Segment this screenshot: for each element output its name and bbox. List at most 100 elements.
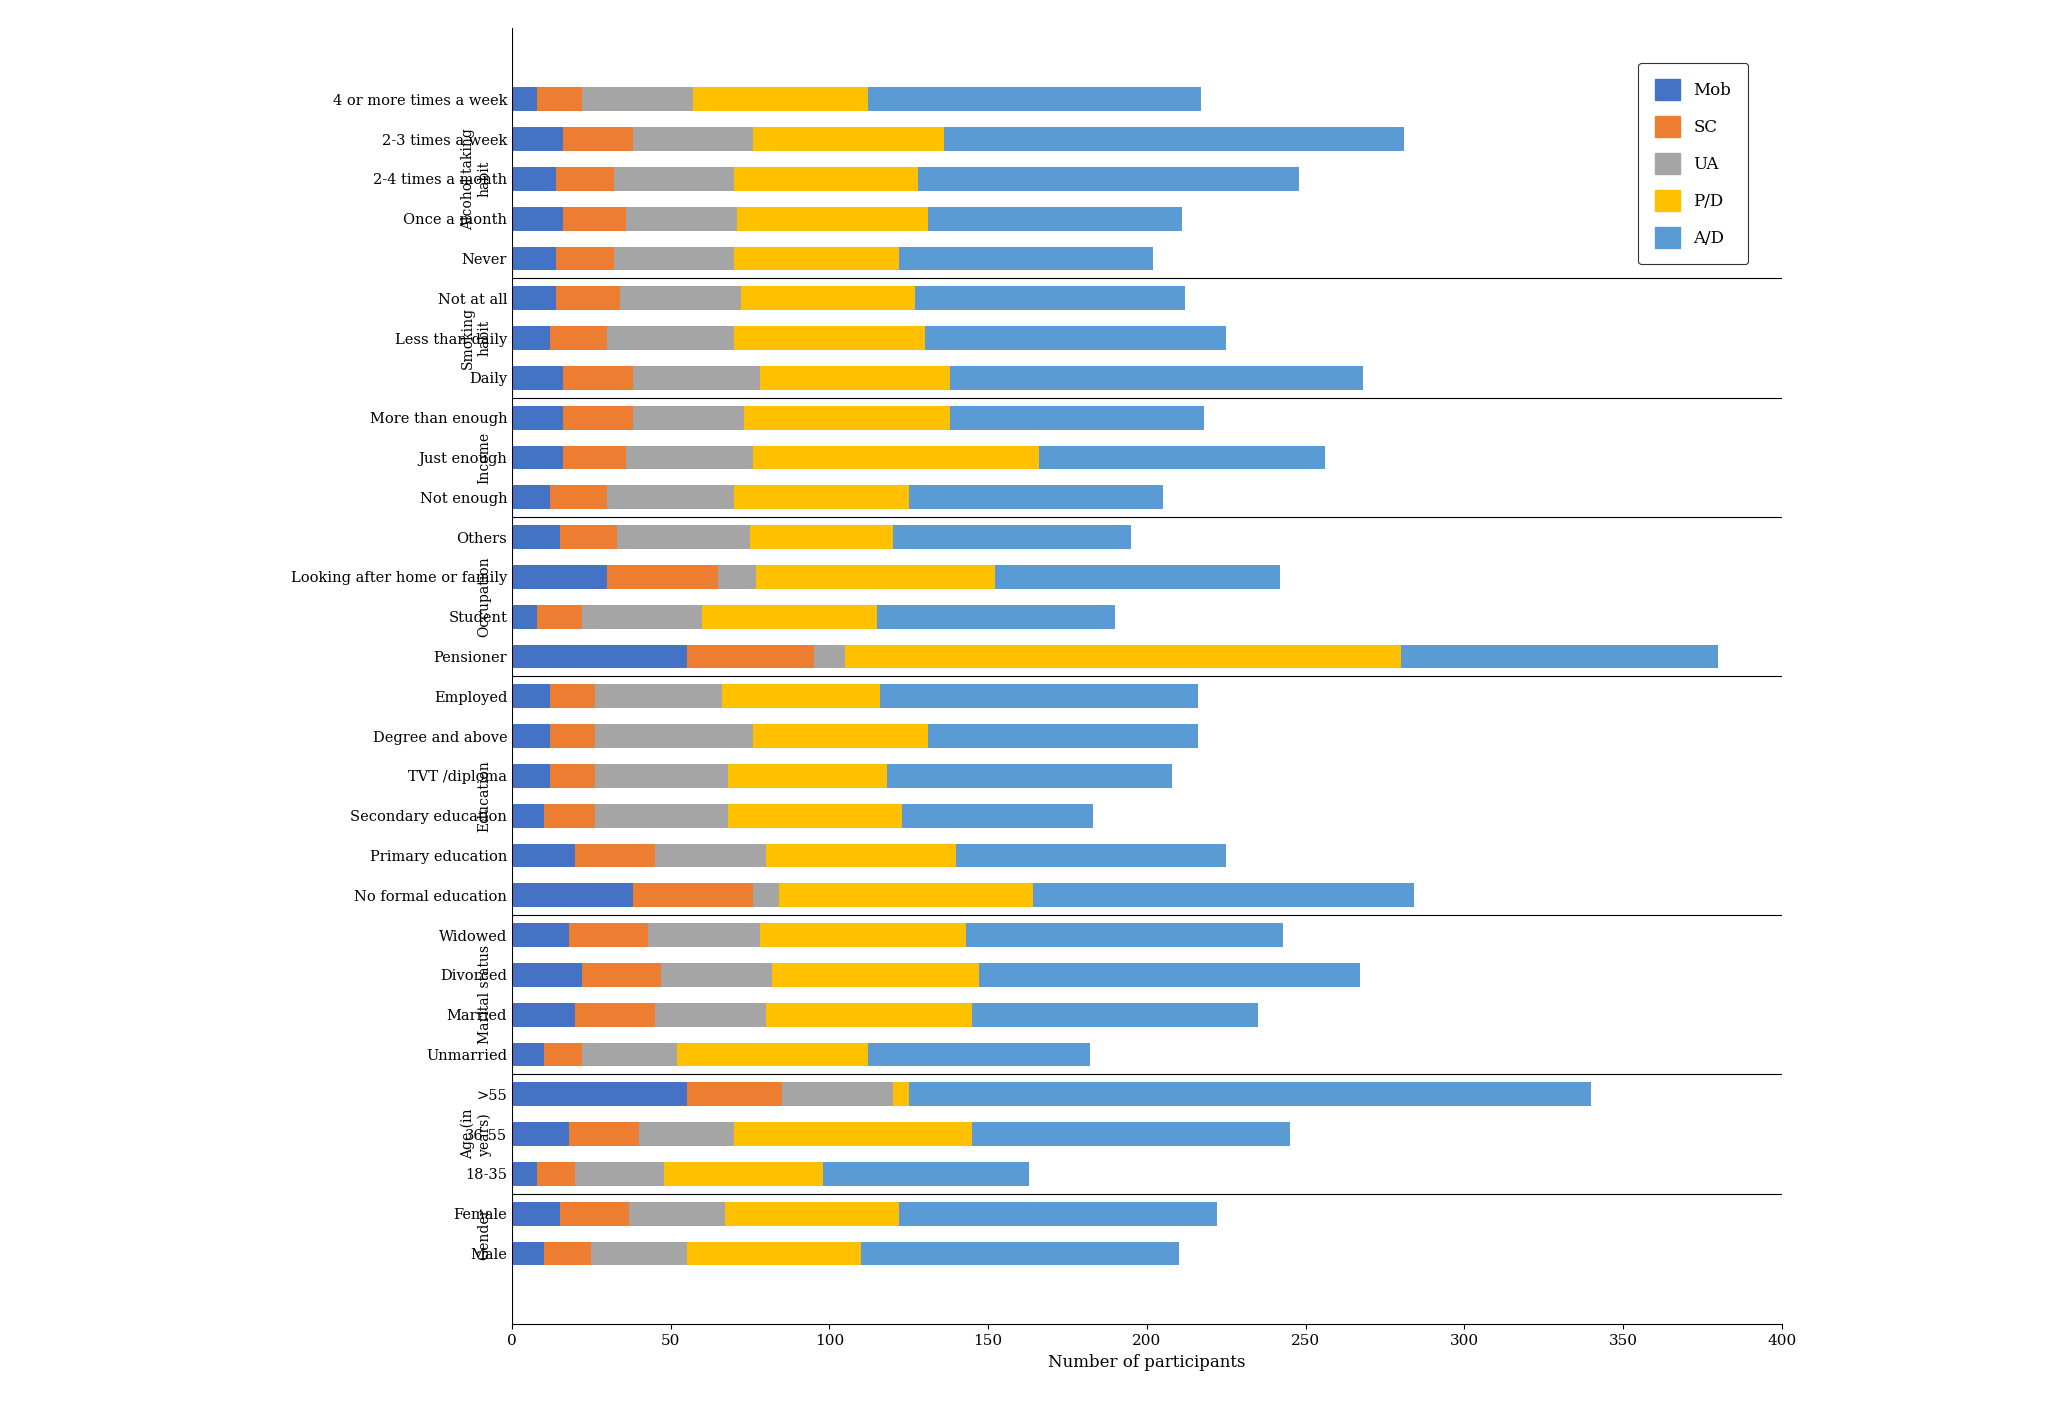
Bar: [551, 725, 594, 748]
Bar: [915, 286, 1186, 310]
Bar: [512, 1002, 575, 1027]
Text: Age (in
years): Age (in years): [461, 1109, 492, 1159]
Bar: [633, 406, 743, 430]
Bar: [903, 803, 1094, 827]
Bar: [512, 206, 563, 231]
Bar: [754, 127, 944, 151]
Bar: [813, 645, 846, 668]
Bar: [594, 763, 727, 787]
Bar: [621, 286, 741, 310]
Bar: [733, 1122, 973, 1146]
Bar: [877, 605, 1114, 628]
Bar: [754, 883, 778, 907]
Bar: [575, 1002, 655, 1027]
Bar: [928, 206, 1182, 231]
Text: Education: Education: [477, 760, 492, 832]
Bar: [979, 963, 1360, 987]
Bar: [575, 843, 655, 867]
Bar: [594, 685, 721, 708]
Bar: [512, 883, 633, 907]
Bar: [594, 803, 727, 827]
Bar: [563, 446, 627, 470]
Bar: [582, 1042, 678, 1067]
Bar: [592, 1242, 686, 1266]
Bar: [733, 486, 909, 510]
Bar: [754, 725, 928, 748]
Bar: [551, 486, 606, 510]
Bar: [686, 1242, 860, 1266]
Bar: [1401, 645, 1718, 668]
Text: Gender: Gender: [477, 1208, 492, 1260]
Bar: [594, 725, 754, 748]
Bar: [575, 1162, 664, 1186]
Bar: [649, 923, 760, 947]
Bar: [512, 803, 545, 827]
Bar: [778, 883, 1032, 907]
Bar: [512, 1122, 569, 1146]
Bar: [686, 1082, 782, 1106]
Bar: [1032, 883, 1413, 907]
Bar: [627, 206, 737, 231]
Bar: [633, 883, 754, 907]
Bar: [512, 127, 563, 151]
Bar: [512, 286, 557, 310]
Bar: [512, 486, 551, 510]
Bar: [782, 1082, 893, 1106]
Bar: [559, 525, 616, 550]
Bar: [1038, 446, 1325, 470]
Bar: [973, 1122, 1290, 1146]
Bar: [655, 1002, 766, 1027]
Bar: [727, 763, 887, 787]
Bar: [721, 685, 881, 708]
Bar: [512, 525, 559, 550]
Bar: [633, 366, 760, 390]
Bar: [664, 1162, 823, 1186]
Bar: [909, 486, 1163, 510]
Bar: [909, 1082, 1591, 1106]
Bar: [537, 1162, 575, 1186]
Bar: [563, 366, 633, 390]
Bar: [756, 565, 995, 590]
Bar: [582, 87, 692, 111]
Bar: [766, 1002, 973, 1027]
Bar: [512, 645, 686, 668]
X-axis label: Number of participants: Number of participants: [1049, 1354, 1245, 1370]
Bar: [887, 763, 1171, 787]
Bar: [512, 963, 582, 987]
Bar: [512, 763, 551, 787]
Bar: [823, 1162, 1030, 1186]
Bar: [545, 1242, 592, 1266]
Bar: [918, 167, 1298, 191]
Bar: [881, 685, 1198, 708]
Bar: [944, 127, 1405, 151]
Bar: [557, 167, 614, 191]
Bar: [512, 725, 551, 748]
Bar: [928, 725, 1198, 748]
Bar: [686, 645, 813, 668]
Bar: [606, 565, 719, 590]
Bar: [627, 446, 754, 470]
Bar: [551, 326, 606, 350]
Bar: [733, 167, 918, 191]
Bar: [512, 406, 563, 430]
Bar: [633, 127, 754, 151]
Bar: [733, 246, 899, 271]
Bar: [956, 843, 1227, 867]
Bar: [995, 565, 1280, 590]
Bar: [512, 1042, 545, 1067]
Bar: [899, 246, 1153, 271]
Bar: [899, 1202, 1217, 1226]
Bar: [537, 605, 582, 628]
Bar: [743, 406, 950, 430]
Bar: [926, 326, 1227, 350]
Bar: [766, 843, 956, 867]
Bar: [545, 803, 594, 827]
Bar: [512, 246, 557, 271]
Bar: [950, 406, 1204, 430]
Bar: [733, 326, 926, 350]
Bar: [512, 1202, 559, 1226]
Text: Marital status: Marital status: [477, 946, 492, 1044]
Bar: [569, 1122, 639, 1146]
Bar: [967, 923, 1284, 947]
Bar: [545, 1042, 582, 1067]
